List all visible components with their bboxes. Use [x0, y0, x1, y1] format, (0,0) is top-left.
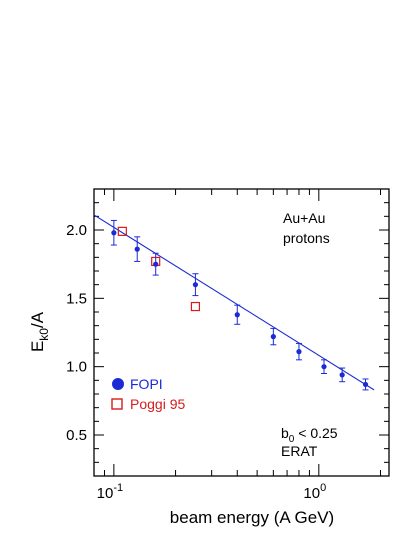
legend-fopi-label: FOPI: [130, 376, 163, 392]
annotation-system: Au+Au: [283, 210, 325, 226]
series-fopi: [110, 219, 369, 391]
legend-poggi-label: Poggi 95: [130, 396, 185, 412]
x-axis-label: beam energy (A GeV): [170, 508, 334, 527]
plot-area: [93, 188, 390, 477]
impact-cut-tail: < 0.25: [294, 425, 337, 441]
x-tick-label-exponent: -1: [113, 482, 123, 494]
x-tick-label-base: 10: [303, 485, 320, 502]
plot-frame: [93, 188, 390, 477]
x-tick-label: 10-1: [97, 482, 123, 502]
annotation-selection: ERAT: [281, 443, 318, 459]
annotation-particle: protons: [283, 230, 330, 246]
fit-line-layer: [93, 214, 375, 391]
y-axis-label-subscript: k0: [37, 328, 51, 341]
y-tick-label: 1.0: [66, 359, 87, 376]
annotation-impact-cut: b0 < 0.25: [281, 425, 338, 445]
data-point-fopi: [270, 334, 276, 340]
x-tick-label: 100: [303, 482, 326, 502]
axis-tick-labels: 0.51.01.52.010-1 100: [66, 222, 326, 502]
data-point-poggi: [117, 226, 127, 236]
data-point-fopi: [111, 230, 117, 236]
data-point-fopi: [339, 372, 345, 378]
data-point-fopi: [134, 246, 140, 252]
legend-poggi-marker: [111, 398, 123, 410]
data-point-fopi: [321, 364, 327, 370]
fit-line: [93, 214, 375, 391]
data-point-fopi: [153, 261, 159, 267]
svg-text:Ek0/A: Ek0/A: [28, 311, 51, 352]
data-point-fopi: [192, 282, 199, 288]
legend: FOPI Poggi 95: [111, 376, 185, 412]
data-point-fopi: [296, 349, 302, 355]
y-tick-label: 2.0: [66, 222, 87, 239]
y-axis-label: Ek0/A: [28, 311, 51, 352]
data-point-poggi: [190, 301, 201, 312]
x-tick-label-base: 10: [97, 485, 114, 502]
y-axis-label-main: E: [28, 341, 47, 352]
legend-fopi-marker: [112, 378, 124, 390]
y-axis-label-tail: /A: [28, 311, 47, 328]
x-tick-label-exponent: 0: [320, 482, 326, 494]
impact-cut-subscript: 0: [289, 434, 295, 445]
series-layer: [110, 219, 369, 391]
y-tick-label: 0.5: [66, 427, 87, 444]
impact-cut-base: b: [281, 425, 289, 441]
y-tick-label: 1.5: [66, 290, 87, 307]
data-point-fopi: [234, 312, 240, 318]
data-point-fopi: [362, 381, 369, 388]
